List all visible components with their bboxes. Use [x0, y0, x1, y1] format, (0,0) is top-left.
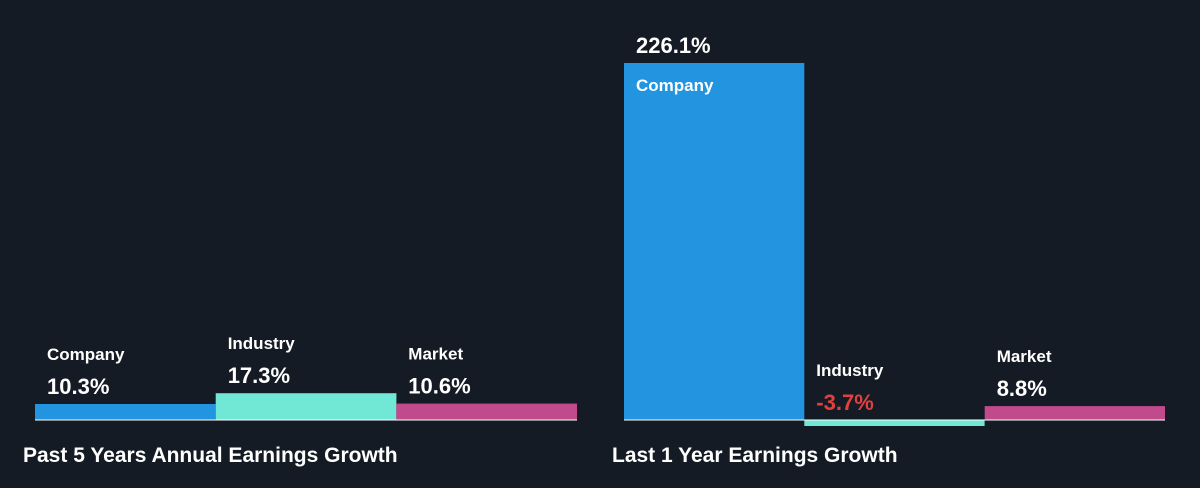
category-label-company-1: Company: [636, 76, 714, 95]
category-label-industry-0: Industry: [228, 334, 296, 353]
bar-industry-0: [215, 393, 397, 420]
category-label-company-0: Company: [47, 345, 125, 364]
value-label-industry-1: -3.7%: [816, 390, 873, 415]
bar-market-0: [396, 403, 577, 420]
category-label-market-0: Market: [408, 345, 463, 364]
value-label-industry-0: 17.3%: [228, 363, 290, 388]
value-label-company-1: 226.1%: [636, 33, 711, 58]
value-label-market-0: 10.6%: [408, 374, 470, 399]
value-label-company-0: 10.3%: [47, 374, 109, 399]
bar-company-1: [624, 63, 805, 420]
category-label-industry-1: Industry: [816, 361, 884, 380]
value-label-market-1: 8.8%: [997, 376, 1047, 401]
bar-industry-1: [804, 420, 985, 426]
chart-title-last-1-year: Last 1 Year Earnings Growth: [612, 444, 898, 467]
category-label-market-1: Market: [997, 347, 1052, 366]
bar-company-0: [35, 404, 216, 420]
chart-title-past-5-years: Past 5 Years Annual Earnings Growth: [23, 444, 398, 467]
bar-market-1: [984, 406, 1165, 420]
